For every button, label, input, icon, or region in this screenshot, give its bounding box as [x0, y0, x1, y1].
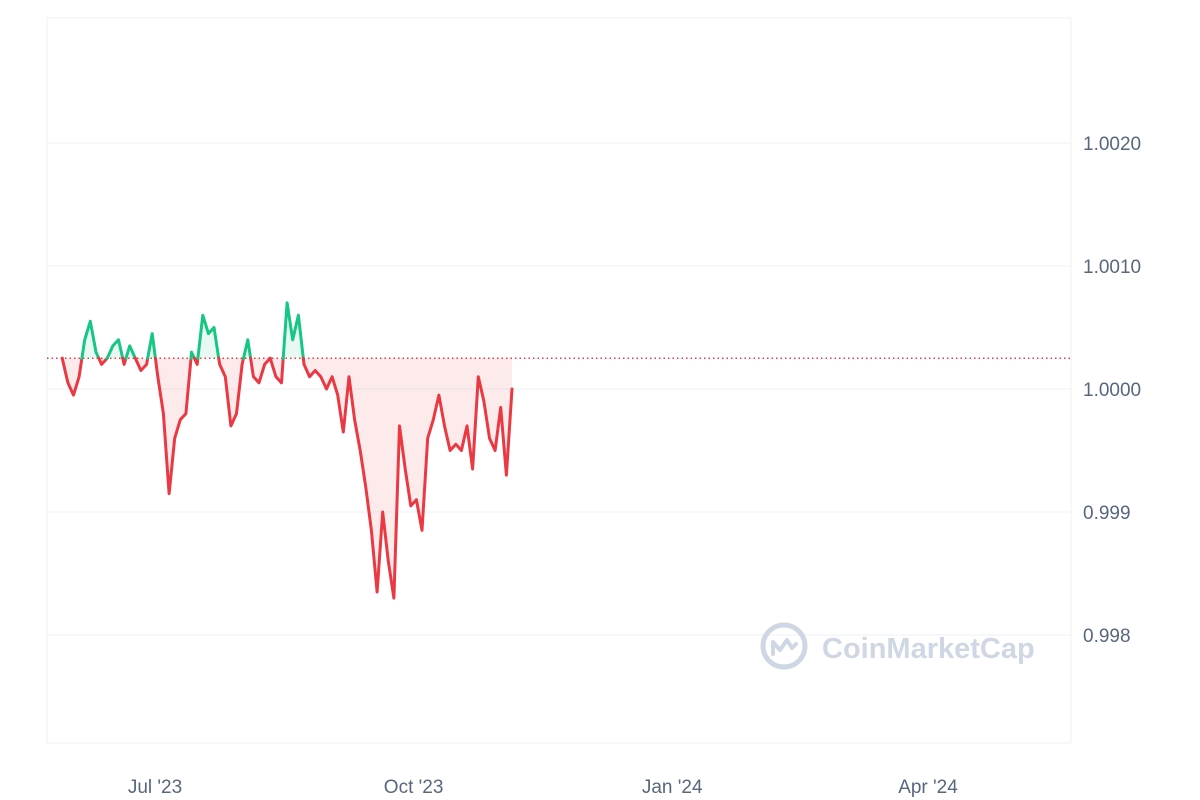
- line-segment-down: [60, 356, 84, 397]
- price-line: [60, 301, 514, 600]
- y-tick-label: 1.0010: [1083, 257, 1141, 278]
- y-tick-label: 1.0000: [1083, 380, 1141, 401]
- line-segment-up: [242, 338, 253, 360]
- line-segment-up: [80, 319, 101, 360]
- area-below-baseline: [62, 358, 82, 396]
- line-segment-down: [268, 356, 285, 385]
- y-tick-label: 0.999: [1083, 503, 1131, 524]
- line-segment-down: [121, 356, 128, 366]
- watermark: CoinMarketCap: [760, 622, 1035, 670]
- area-above-baseline: [197, 315, 219, 359]
- x-tick-label: Jul '23: [128, 777, 182, 798]
- area-below-baseline: [135, 358, 148, 371]
- line-segment-up: [146, 332, 157, 360]
- area-below-baseline: [250, 358, 271, 383]
- y-axis: 0.998 0.999 1.0000 1.0010 1.0020: [1083, 134, 1141, 647]
- line-segment-up: [196, 313, 221, 360]
- line-segment-up: [189, 350, 196, 360]
- line-segment-up: [105, 338, 125, 360]
- line-segment-down: [217, 356, 245, 428]
- y-tick-label: 0.998: [1083, 626, 1131, 647]
- x-tick-label: Apr '24: [898, 777, 958, 798]
- line-segment-down: [301, 356, 514, 600]
- coinmarketcap-logo-icon: [760, 622, 808, 670]
- y-tick-label: 1.0020: [1083, 134, 1141, 155]
- line-segment-down: [192, 356, 200, 366]
- grid-lines: [46, 17, 1072, 744]
- x-tick-label: Oct '23: [384, 777, 444, 798]
- line-segment-down: [133, 356, 150, 372]
- line-segment-up: [124, 344, 137, 360]
- line-segment-down: [249, 356, 272, 385]
- line-segment-down: [97, 356, 109, 366]
- line-segment-up: [281, 301, 305, 360]
- x-axis: Jul '23 Oct '23 Jan '24 Apr '24: [128, 777, 958, 798]
- area-below-baseline: [155, 358, 191, 494]
- line-segment-down: [153, 356, 193, 496]
- watermark-text: CoinMarketCap: [822, 633, 1035, 665]
- x-tick-label: Jan '24: [642, 777, 703, 798]
